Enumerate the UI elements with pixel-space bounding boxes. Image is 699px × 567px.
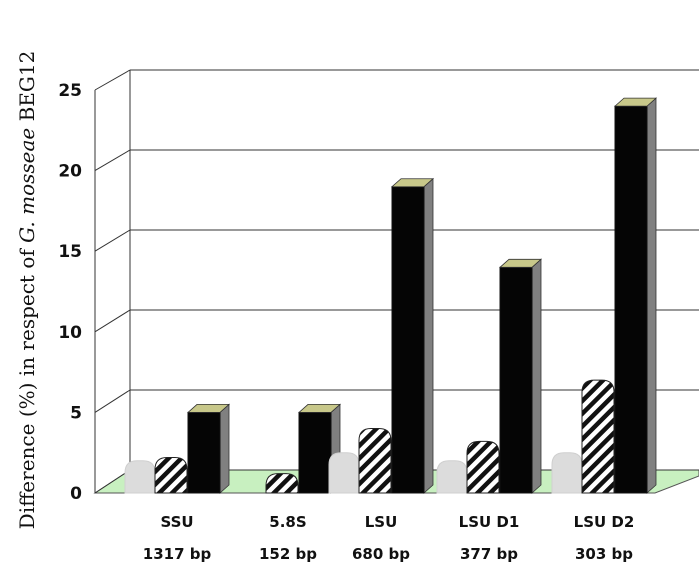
bar-front (358, 428, 392, 494)
y-tick-label: 15 (58, 242, 82, 262)
bar-front (581, 379, 615, 494)
category-label: LSU D1 (459, 513, 520, 531)
bar (581, 379, 615, 494)
bar-top (297, 403, 342, 413)
grid-diagonal (94, 149, 131, 172)
bar (390, 177, 435, 494)
grid-diagonal (94, 469, 131, 494)
y-tick-labels: 0 5 10 15 20 25 (58, 81, 82, 504)
y-tick-label: 25 (58, 81, 82, 101)
bar-front (265, 473, 299, 494)
grid-diagonal (94, 309, 131, 333)
bar-top (390, 178, 435, 188)
bar (265, 473, 299, 494)
bar-front (436, 460, 468, 494)
bar-front (298, 411, 332, 494)
bar-front (466, 440, 500, 494)
y-tick-label: 5 (70, 403, 82, 423)
bar-side (423, 177, 434, 494)
grid-diagonal (94, 69, 131, 91)
bar-top (613, 97, 658, 107)
bar-side (646, 97, 657, 494)
bar (154, 457, 188, 494)
bar-side (531, 258, 542, 494)
category-length-label: 303 bp (575, 545, 633, 563)
category-length-label: 152 bp (259, 545, 317, 563)
bar (551, 452, 583, 494)
bar-front (328, 452, 360, 494)
bar (186, 403, 231, 494)
y-axis-title: Difference (%) in respect of G. mosseae … (15, 51, 39, 530)
bar (358, 428, 392, 494)
bar-front (391, 186, 425, 494)
y-tick-label: 0 (70, 484, 82, 504)
bar-front (614, 105, 648, 494)
category-label: LSU (365, 513, 398, 531)
y-tick-label: 20 (58, 162, 82, 182)
category-labels: SSU 1317 bp 5.8S 152 bp LSU 680 bp LSU D1 377 b… (143, 513, 635, 563)
bar-top (186, 403, 231, 413)
bar-front (551, 452, 583, 494)
category-length-label: 1317 bp (143, 545, 212, 563)
bar-front (187, 411, 221, 494)
category-length-label: 377 bp (460, 545, 518, 563)
category-length-label: 680 bp (352, 545, 410, 563)
bar-front (499, 266, 533, 494)
bar (124, 460, 156, 494)
category-label: SSU (160, 513, 193, 531)
grid-diagonal (94, 229, 131, 252)
bar (466, 440, 500, 494)
grid-diagonal (94, 389, 131, 413)
bar (436, 460, 468, 494)
category-label: 5.8S (269, 513, 306, 531)
bar-top (498, 258, 543, 268)
bar-front (124, 460, 156, 494)
bar (328, 452, 360, 494)
bar-side (219, 403, 230, 494)
y-tick-label: 10 (58, 323, 82, 343)
category-label: LSU D2 (574, 513, 635, 531)
bar (498, 258, 543, 494)
bar (613, 97, 658, 494)
bar-front (154, 457, 188, 494)
bars (124, 97, 658, 494)
